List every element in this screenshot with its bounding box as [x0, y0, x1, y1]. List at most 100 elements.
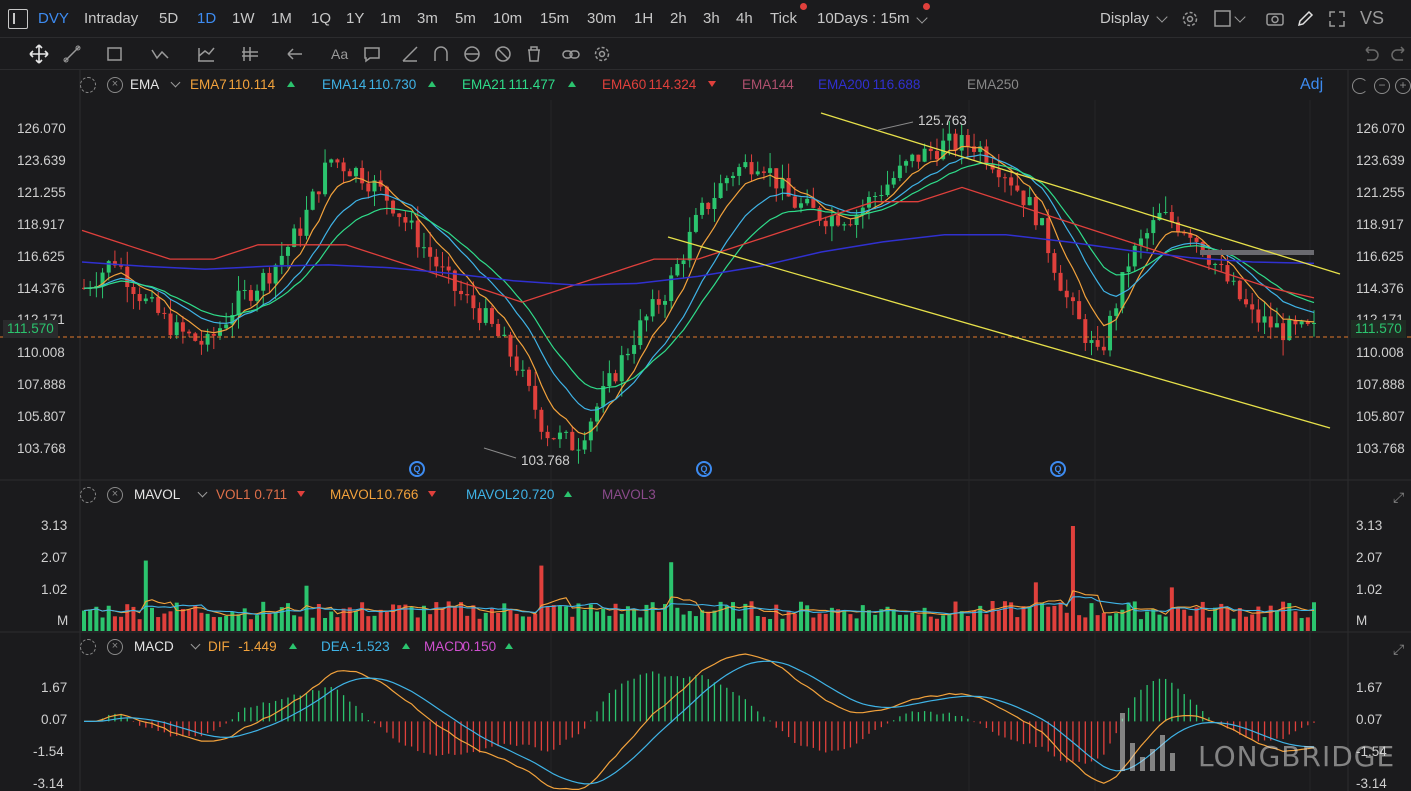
fib-tool-icon[interactable]	[196, 44, 216, 64]
ema-close-icon[interactable]: ×	[107, 77, 123, 93]
candle-body	[1182, 232, 1187, 234]
macd-settings-icon[interactable]	[80, 639, 96, 655]
symbol-label[interactable]: DVY	[38, 10, 69, 27]
event-marker-icon[interactable]: Q	[1050, 461, 1066, 477]
volume-bar	[743, 603, 748, 631]
candle-body	[514, 356, 519, 371]
zoom-in-icon[interactable]: +	[1395, 78, 1411, 94]
fullscreen-icon[interactable]	[1327, 9, 1347, 29]
axis-tick-label: 0.07	[1356, 712, 1383, 727]
candle-body	[1089, 340, 1094, 343]
volume-bar	[168, 611, 173, 631]
trend-channel-lower	[667, 236, 1331, 429]
macd-close-icon[interactable]: ×	[107, 639, 123, 655]
restore-icon[interactable]	[1352, 78, 1368, 94]
volume-bar	[625, 606, 630, 631]
candle-body	[1021, 190, 1026, 206]
period-tab-5m[interactable]: 5m	[455, 10, 476, 27]
volume-bar	[403, 604, 408, 631]
period-tab-tick[interactable]: Tick	[770, 10, 797, 27]
candle-body	[1262, 316, 1267, 323]
expand-volume-icon[interactable]: ⤢	[1393, 489, 1405, 505]
candle-body	[1287, 319, 1292, 341]
candle-body	[879, 195, 884, 197]
legend-value-ema60: 114.324	[648, 77, 697, 92]
lock-tool-icon[interactable]	[462, 44, 482, 64]
settings-gear-icon[interactable]	[1180, 9, 1200, 29]
axis-tick-label: 2.07	[1356, 550, 1383, 565]
measure-tool-icon[interactable]	[240, 44, 260, 64]
layout-square-icon[interactable]	[1213, 9, 1233, 29]
candle-body	[1101, 346, 1106, 351]
hide-tool-icon[interactable]	[493, 44, 513, 64]
period-tab-1m[interactable]: 1m	[380, 10, 401, 27]
drawing-settings-icon[interactable]	[592, 44, 612, 64]
undo-icon[interactable]	[1360, 44, 1380, 64]
text-tool-icon[interactable]: Aa	[330, 44, 350, 64]
magnet-tool-icon[interactable]	[431, 44, 451, 64]
rectangle-tool-icon[interactable]	[105, 44, 125, 64]
candle-body	[372, 180, 377, 192]
adj-toggle[interactable]: Adj	[1300, 76, 1324, 93]
period-tab-1w[interactable]: 1W	[232, 10, 255, 27]
period-tab-2h[interactable]: 2h	[670, 10, 687, 27]
period-tab-1d[interactable]: 1D	[197, 10, 217, 27]
mavol-title[interactable]: MAVOL	[134, 487, 181, 502]
axis-tick-label: 126.070	[17, 121, 66, 136]
period-tab-intraday[interactable]: Intraday	[84, 10, 139, 27]
compare-vs-button[interactable]: VS	[1360, 8, 1385, 28]
candle-body	[737, 167, 742, 176]
candle-body	[836, 215, 841, 226]
ema-title[interactable]: EMA	[130, 77, 160, 92]
volume-bar	[1274, 610, 1279, 631]
period-tab-30m[interactable]: 30m	[587, 10, 617, 27]
period-tab-1q[interactable]: 1Q	[311, 10, 332, 27]
event-marker-icon[interactable]: Q	[409, 461, 425, 477]
candle-body	[397, 213, 402, 218]
ema-chevron-icon[interactable]	[170, 77, 181, 88]
period-tab-3m[interactable]: 3m	[417, 10, 438, 27]
range-selector[interactable]: 10Days : 15m	[817, 10, 910, 27]
period-tab-4h[interactable]: 4h	[736, 10, 753, 27]
ema60-line	[81, 186, 1315, 303]
period-tab-10m[interactable]: 10m	[493, 10, 523, 27]
macd-title[interactable]: MACD	[134, 639, 174, 654]
trendline-tool-icon[interactable]	[62, 44, 82, 64]
comment-tool-icon[interactable]	[362, 44, 382, 64]
event-marker-icon[interactable]: Q	[696, 461, 712, 477]
candle-body	[1200, 241, 1205, 255]
period-tab-5d[interactable]: 5D	[159, 10, 179, 27]
volume-bar	[137, 619, 142, 631]
pattern-tool-icon[interactable]	[150, 44, 170, 64]
panel-toggle-icon[interactable]	[8, 9, 28, 29]
period-tab-1y[interactable]: 1Y	[346, 10, 365, 27]
volume-bar	[125, 604, 130, 631]
macd-chevron-icon[interactable]	[190, 639, 201, 650]
period-tab-1m[interactable]: 1M	[271, 10, 292, 27]
display-button[interactable]: Display	[1100, 10, 1150, 27]
mavol-chevron-icon[interactable]	[197, 487, 208, 498]
mavol-close-icon[interactable]: ×	[107, 487, 123, 503]
camera-icon[interactable]	[1265, 9, 1285, 29]
period-tab-3h[interactable]: 3h	[703, 10, 720, 27]
arrow-tool-icon[interactable]	[285, 44, 305, 64]
trash-icon[interactable]	[524, 44, 544, 64]
volume-bar	[397, 605, 402, 631]
ruler-tool-icon[interactable]	[400, 44, 420, 64]
crosshair-move-icon[interactable]	[29, 44, 49, 64]
redo-icon[interactable]	[1390, 44, 1410, 64]
mavol-settings-icon[interactable]	[80, 487, 96, 503]
period-tab-1h[interactable]: 1H	[634, 10, 654, 27]
expand-macd-icon[interactable]: ⤢	[1393, 641, 1405, 657]
volume-bar	[1188, 615, 1193, 631]
zoom-out-icon[interactable]: −	[1374, 78, 1390, 94]
ema-settings-icon[interactable]	[80, 77, 96, 93]
candle-body	[669, 275, 674, 302]
candle-body	[304, 209, 309, 236]
legend-label-dea: DEA	[321, 639, 349, 654]
pencil-icon[interactable]	[1295, 9, 1315, 29]
link-tool-icon[interactable]	[561, 44, 581, 64]
period-tab-15m[interactable]: 15m	[540, 10, 570, 27]
candle-body	[916, 154, 921, 162]
